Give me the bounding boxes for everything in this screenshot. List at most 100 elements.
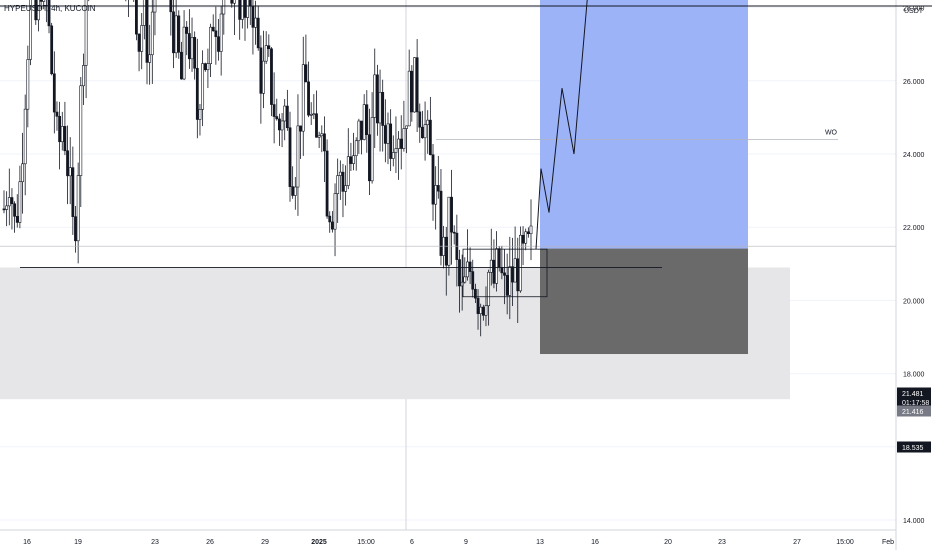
candle-body (10, 197, 14, 205)
candle-body (251, 5, 255, 28)
candle-body (405, 125, 408, 129)
candle-body (222, 0, 226, 15)
candle-body (431, 154, 435, 205)
candle-body (190, 37, 194, 60)
candle-body (214, 30, 218, 37)
candle-body (299, 125, 303, 132)
candle-body (301, 64, 305, 132)
candle-body (519, 234, 522, 292)
candle-body (26, 59, 30, 110)
candle-body (219, 13, 223, 52)
candle-body (428, 119, 432, 156)
last-price-badge (897, 387, 931, 399)
candle-body (68, 167, 72, 177)
drawings: Extended TargetConservative TargetWO (0, 0, 896, 298)
candle-body (55, 111, 59, 117)
candle-body (13, 203, 16, 217)
candle-body (288, 127, 292, 187)
candle-body (174, 15, 178, 54)
time-tick-label: 26 (206, 539, 214, 546)
candle-body (15, 216, 19, 223)
candle-body (142, 0, 146, 26)
candle-body (47, 0, 51, 27)
entry-price-badge-text: 21.416 (902, 409, 924, 416)
candle-body (516, 258, 520, 292)
candle-body (463, 276, 467, 283)
candle-body (354, 140, 358, 157)
candle-body (508, 266, 512, 296)
candle-body (466, 261, 469, 278)
candle-body (444, 236, 448, 266)
candle-body (315, 113, 318, 138)
candle-body (262, 60, 265, 94)
candle-body (511, 266, 514, 283)
candle-body (187, 33, 191, 60)
candle-body (42, 0, 46, 2)
candle-body (383, 125, 387, 144)
candle-body (391, 152, 395, 159)
candle-body (201, 63, 205, 110)
candle-body (193, 37, 197, 69)
candle-body (293, 186, 297, 196)
target-zone (540, 0, 748, 249)
candle-body (137, 33, 141, 52)
candle-body (203, 63, 207, 71)
candle-body (479, 306, 483, 314)
candle-body (309, 114, 313, 116)
candle-body (285, 105, 289, 129)
candle-body (291, 186, 295, 196)
currency-label: USDT (904, 8, 924, 15)
candle-body (336, 175, 340, 194)
candle-body (529, 225, 533, 235)
candle-body (513, 258, 517, 283)
candle-body (283, 105, 287, 122)
candle-body (495, 248, 498, 284)
candle-body (63, 126, 67, 152)
candle-body (21, 163, 24, 183)
candle-body (341, 171, 345, 192)
candle-body (50, 25, 54, 75)
candle-body (352, 155, 355, 164)
candle-body (526, 231, 530, 235)
candle-body (503, 272, 506, 276)
candle-body (232, 0, 236, 4)
candle-body (209, 26, 212, 65)
candle-body (23, 108, 27, 165)
candle-body (407, 70, 411, 127)
candle-body (304, 64, 308, 83)
candle-body (320, 133, 324, 137)
candle-body (267, 45, 271, 50)
price-tick-label: 18.000 (903, 372, 925, 379)
candles (2, 0, 533, 337)
consolidation-box (462, 248, 548, 298)
candle-body (423, 124, 427, 139)
candle-body (7, 197, 11, 207)
candle-body (150, 11, 154, 56)
candle-body (370, 117, 374, 182)
last-price-badge-text: 21.481 (902, 391, 924, 398)
candle-body (312, 113, 316, 116)
candle-body (217, 36, 220, 52)
candle-body (182, 26, 186, 80)
candle-body (18, 181, 22, 223)
time-tick-label: 9 (464, 539, 468, 546)
candle-body (264, 45, 268, 62)
candle-body (29, 0, 32, 60)
candle-body (145, 0, 149, 63)
candle-body (421, 126, 424, 139)
candle-body (381, 92, 385, 126)
candle-body (177, 15, 181, 53)
price-tick-label: 24.000 (903, 152, 925, 159)
candle-body (172, 11, 175, 54)
time-tick-label: 29 (261, 539, 269, 546)
candle-body (325, 150, 329, 217)
candle-body (254, 17, 257, 28)
time-tick-label: 20 (664, 539, 672, 546)
candle-body (362, 104, 366, 140)
candle-body (238, 0, 242, 20)
time-tick-label: 27 (793, 539, 801, 546)
candle-body (487, 271, 491, 307)
